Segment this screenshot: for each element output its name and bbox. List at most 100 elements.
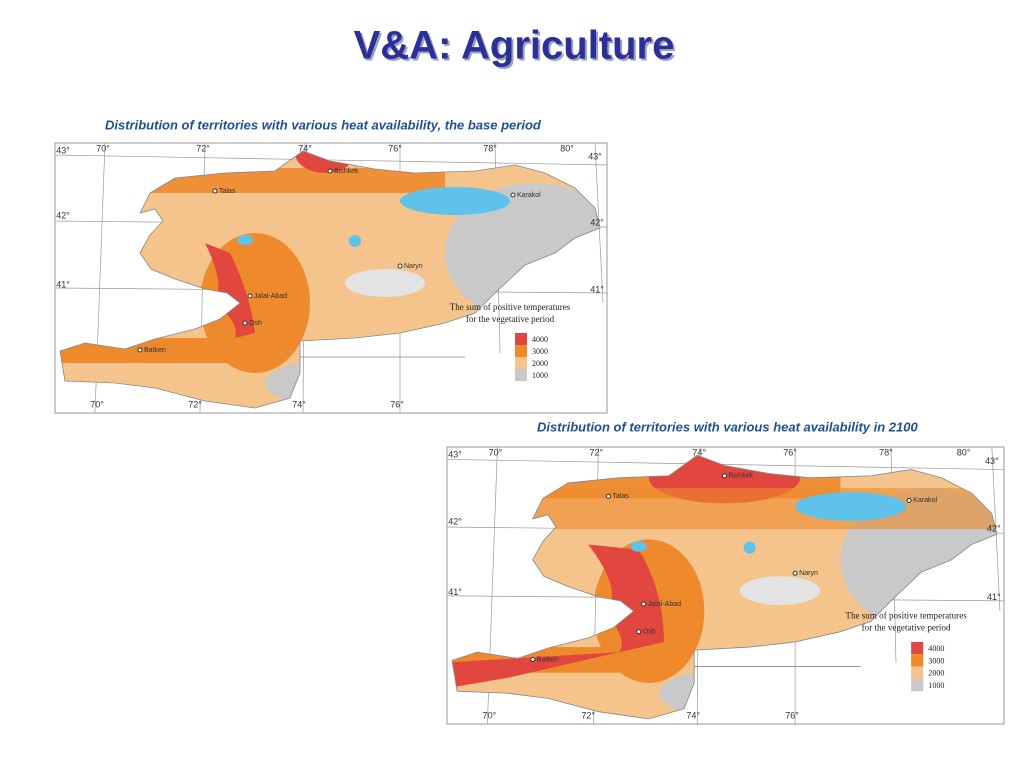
grid-label: 76° xyxy=(388,143,402,153)
map: 43° 70° 72° 74° 76° 78° 80° 43° 42° 41° 42° 41° 70° 7… xyxy=(446,446,1005,725)
legend-label: 2000 xyxy=(532,359,548,368)
lake xyxy=(743,541,756,554)
legend-swatch xyxy=(515,333,527,345)
legend-swatch xyxy=(515,357,527,369)
grid-label: 74° xyxy=(686,710,700,720)
legend-label: 4000 xyxy=(928,644,944,653)
grid-label: 78° xyxy=(483,143,497,153)
city-label: Karakol xyxy=(913,496,937,504)
grid-label: 80° xyxy=(560,143,574,153)
city-label: Talas xyxy=(219,188,236,195)
legend-swatch xyxy=(911,678,924,692)
border xyxy=(59,150,601,409)
grid-label: 42° xyxy=(448,516,462,526)
grid-label: 74° xyxy=(292,399,306,409)
grid-label: 42° xyxy=(590,217,604,227)
zone xyxy=(452,544,664,689)
city-dot xyxy=(792,570,798,576)
map-caption: Distribution of territories with various… xyxy=(537,419,918,434)
legend-title: for the vegetative period xyxy=(466,314,555,324)
grid-label: 41° xyxy=(56,279,70,289)
grid-label: 70° xyxy=(90,399,104,409)
grid-label: 70° xyxy=(489,448,503,458)
city-dot xyxy=(510,192,516,198)
grid-label: 43° xyxy=(448,450,462,460)
grid-label: 72° xyxy=(196,143,210,153)
legend-label: 3000 xyxy=(532,347,548,356)
grid-label: 72° xyxy=(589,448,603,458)
grid-label: 74° xyxy=(692,448,706,458)
grid-label: 76° xyxy=(783,448,797,458)
map: 43° 70° 72° 74° 76° 78° 80° 43° 42° 41° 42° 41° 70° 7… xyxy=(54,142,608,414)
grid-label: 76° xyxy=(785,710,799,720)
legend-title: The sum of positive temperatures xyxy=(450,302,571,312)
city-label: Osh xyxy=(643,628,656,636)
city-label: Batken xyxy=(537,655,559,663)
city-label: Naryn xyxy=(404,263,423,270)
grid-label: 43° xyxy=(985,456,999,466)
city-dot xyxy=(212,188,218,194)
graticule xyxy=(446,458,1004,470)
legend-swatch xyxy=(911,666,924,679)
city-label: Bishkek xyxy=(334,168,359,175)
city-dot xyxy=(327,168,333,174)
legend-label: 1000 xyxy=(928,681,944,690)
lake xyxy=(400,187,510,215)
legend-swatch xyxy=(911,654,924,667)
grid-label: 76° xyxy=(390,399,404,409)
legend-title: The sum of positive temperatures xyxy=(845,610,967,620)
legend-label: 3000 xyxy=(928,656,944,665)
zone xyxy=(205,243,255,338)
lake xyxy=(630,541,647,552)
city-label: Bishkek xyxy=(729,472,754,480)
city-label: Karakol xyxy=(517,192,541,199)
map-caption: Distribution of territories with various… xyxy=(105,117,542,132)
grid-label: 43° xyxy=(56,145,70,155)
legend-swatch xyxy=(515,369,527,381)
city-dot xyxy=(530,656,536,662)
lake xyxy=(349,235,361,247)
grid-label: 78° xyxy=(879,448,893,458)
city-label: Jalal-Abad xyxy=(254,293,287,300)
city-label: Talas xyxy=(612,492,629,500)
legend-swatch xyxy=(911,641,924,655)
lake xyxy=(237,235,253,245)
city-label: Osh xyxy=(249,320,262,327)
grid-label: 41° xyxy=(590,284,604,294)
city-dot xyxy=(906,497,912,503)
city-dot xyxy=(137,347,143,353)
lake xyxy=(795,492,907,521)
grid-label: 41° xyxy=(448,587,462,597)
city-dot xyxy=(397,263,403,269)
zone xyxy=(739,576,821,606)
city-label: Naryn xyxy=(799,569,818,577)
legend-swatch xyxy=(515,345,527,357)
grid-label: 42° xyxy=(987,523,1001,533)
grid-label: 42° xyxy=(56,210,70,220)
city-dot xyxy=(721,473,727,479)
grid-label: 74° xyxy=(298,143,312,153)
legend-label: 2000 xyxy=(928,669,944,678)
city-dot xyxy=(641,601,647,607)
grid-label: 80° xyxy=(957,448,971,458)
grid-label: 70° xyxy=(96,143,110,153)
graticule xyxy=(54,154,608,166)
legend-title: for the vegetative period xyxy=(862,623,951,633)
city-label: Batken xyxy=(144,347,166,354)
city-label: Jalal-Abad xyxy=(648,600,681,608)
grid-label: 41° xyxy=(987,592,1001,602)
grid-label: 70° xyxy=(483,710,497,720)
grid-label: 72° xyxy=(581,710,595,720)
title-shadow: V&A: Agriculture xyxy=(356,26,677,70)
legend-label: 4000 xyxy=(532,335,548,344)
border xyxy=(451,454,998,720)
city-dot xyxy=(636,629,642,635)
grid-label: 43° xyxy=(588,151,602,161)
city-dot xyxy=(605,493,611,499)
grid-label: 72° xyxy=(188,399,202,409)
slide-title: V&A: Agriculture xyxy=(354,24,675,68)
city-dot xyxy=(242,320,248,326)
city-dot xyxy=(247,293,253,299)
